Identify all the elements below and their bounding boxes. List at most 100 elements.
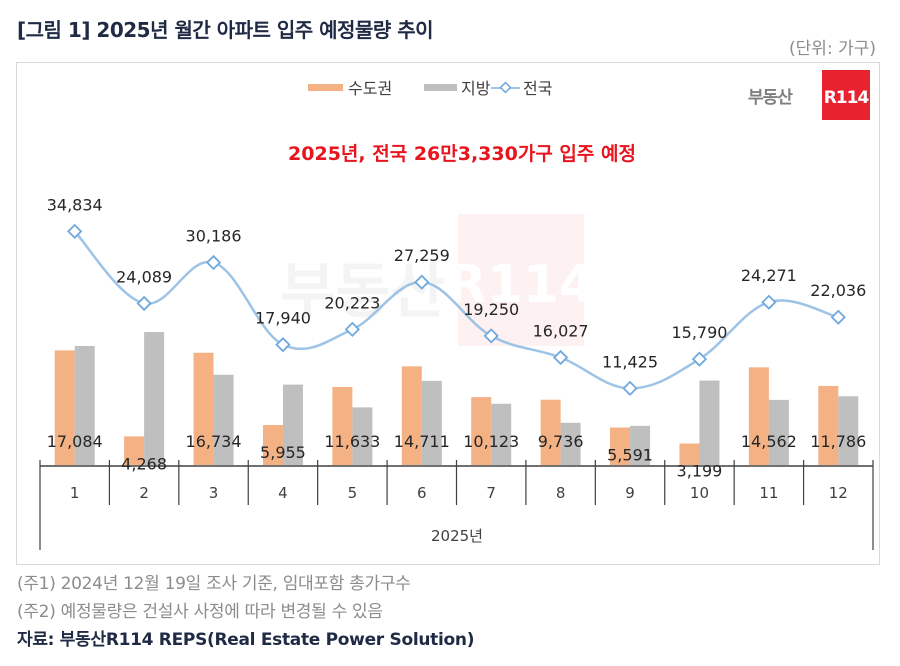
- x-tick-label: 5: [348, 484, 358, 502]
- national-value-label: 19,250: [463, 300, 519, 319]
- national-value-label: 34,834: [47, 195, 103, 214]
- bar-capital: [818, 385, 839, 465]
- capital-value-label: 14,562: [741, 432, 797, 451]
- capital-value-label: 14,711: [394, 432, 450, 451]
- bar-capital: [471, 397, 492, 465]
- national-point: [275, 337, 291, 353]
- bar-regional: [491, 403, 512, 465]
- legend-label-regional: 지방: [461, 79, 491, 98]
- data-labels: 17,084 4,268 16,734 5,955 11,633 14,711 10,123…: [47, 195, 867, 480]
- x-tick-label: 12: [829, 484, 848, 502]
- bar-capital: [679, 443, 700, 465]
- national-value-label: 24,089: [116, 267, 172, 286]
- capital-value-label: 5,591: [607, 446, 653, 465]
- r114-logo: 부동산 R114: [748, 70, 870, 120]
- bar-capital: [193, 352, 214, 465]
- national-line: [67, 223, 846, 397]
- x-tick-label: 1: [70, 484, 80, 502]
- capital-value-label: 17,084: [47, 432, 103, 451]
- x-tick-label: 3: [209, 484, 219, 502]
- bar-capital: [610, 427, 631, 465]
- footnote-1: (주1) 2024년 12월 19일 조사 기준, 임대포함 총가구수: [17, 574, 411, 594]
- capital-value-label: 11,633: [324, 432, 380, 451]
- capital-value-label: 16,734: [186, 432, 242, 451]
- national-point: [552, 349, 569, 366]
- national-value-label: 16,027: [533, 322, 589, 341]
- bar-regional: [838, 396, 859, 465]
- x-tick-label: 2: [139, 484, 149, 502]
- bar-capital: [262, 425, 283, 465]
- x-tick-label: 7: [486, 484, 496, 502]
- bar-capital: [401, 366, 422, 465]
- national-value-label: 15,790: [671, 323, 727, 342]
- national-point: [67, 223, 83, 240]
- national-value-label: 17,940: [255, 309, 311, 328]
- capital-value-label: 10,123: [463, 432, 519, 451]
- bar-capital: [748, 367, 769, 465]
- national-value-label: 22,036: [810, 281, 866, 300]
- national-point: [136, 295, 152, 312]
- bar-regional: [282, 384, 303, 465]
- bar-regional: [699, 380, 720, 465]
- x-axis: 1 2 3 4 5 6 7 8 9 10 11 12: [39, 460, 874, 550]
- source-note: 자료: 부동산R114 REPS(Real Estate Power Solut…: [17, 630, 475, 650]
- national-value-label: 24,271: [741, 266, 797, 285]
- x-tick-label: 4: [278, 484, 288, 502]
- legend: 수도권 지방 전국: [308, 79, 552, 98]
- national-value-label: 20,223: [324, 293, 380, 312]
- unit-label: (단위: 가구): [789, 39, 876, 59]
- national-point: [483, 328, 499, 344]
- bar-regional: [768, 399, 789, 465]
- watermark-badge-text: R114: [447, 255, 596, 315]
- bar-capital: [332, 386, 353, 465]
- logo-text: 부동산: [748, 88, 793, 108]
- national-point: [761, 294, 777, 310]
- bar-regional: [421, 380, 442, 465]
- x-tick-label: 11: [759, 484, 778, 502]
- national-value-label: 11,425: [602, 352, 658, 371]
- chart-frame: [16, 62, 880, 565]
- x-axis-title: 2025년: [431, 527, 483, 545]
- x-tick-label: 6: [417, 484, 427, 502]
- watermark-badge: [458, 214, 584, 346]
- capital-value-label: 4,268: [121, 454, 167, 473]
- bar-capital: [124, 436, 145, 465]
- capital-value-label: 3,199: [677, 462, 723, 481]
- national-point: [691, 351, 708, 367]
- logo-badge: [822, 70, 870, 120]
- figure-title: [그림 1] 2025년 월간 아파트 입주 예정물량 추이: [17, 18, 434, 42]
- legend-swatch-capital: [308, 84, 343, 91]
- footnote-2: (주2) 예정물량은 건설사 사정에 따라 변경될 수 있음: [17, 602, 383, 622]
- logo-badge-text: R114: [824, 88, 870, 108]
- x-tick-label: 8: [556, 484, 566, 502]
- national-point: [830, 309, 846, 325]
- bar-regional: [630, 425, 651, 465]
- capital-value-label: 9,736: [538, 432, 584, 451]
- bar-regional: [144, 332, 165, 465]
- national-point: [344, 321, 361, 338]
- bar-regional: [213, 374, 234, 465]
- bar-regional: [74, 345, 95, 465]
- chart-subtitle: 2025년, 전국 26만3,330가구 입주 예정: [288, 143, 636, 165]
- national-value-label: 30,186: [186, 227, 242, 246]
- bar-capital: [540, 399, 561, 465]
- legend-label-capital: 수도권: [348, 79, 392, 98]
- national-point: [622, 380, 638, 397]
- bar-regional: [560, 422, 581, 465]
- capital-value-label: 11,786: [810, 432, 866, 451]
- capital-value-label: 5,955: [260, 443, 306, 462]
- national-point: [414, 274, 430, 290]
- footnotes: (주1) 2024년 12월 19일 조사 기준, 임대포함 총가구수 (주2)…: [17, 570, 474, 654]
- bar-capital: [54, 350, 75, 465]
- legend-swatch-regional: [424, 84, 457, 91]
- bar-regional: [352, 407, 373, 465]
- watermark: 부동산 R114: [280, 214, 595, 346]
- x-tick-label: 10: [690, 484, 709, 502]
- legend-label-national: 전국: [523, 79, 552, 98]
- legend-marker-national: [499, 81, 512, 94]
- watermark-text: 부동산: [280, 257, 446, 327]
- bars: [54, 332, 859, 465]
- national-point: [205, 254, 222, 271]
- national-value-label: 27,259: [394, 246, 450, 265]
